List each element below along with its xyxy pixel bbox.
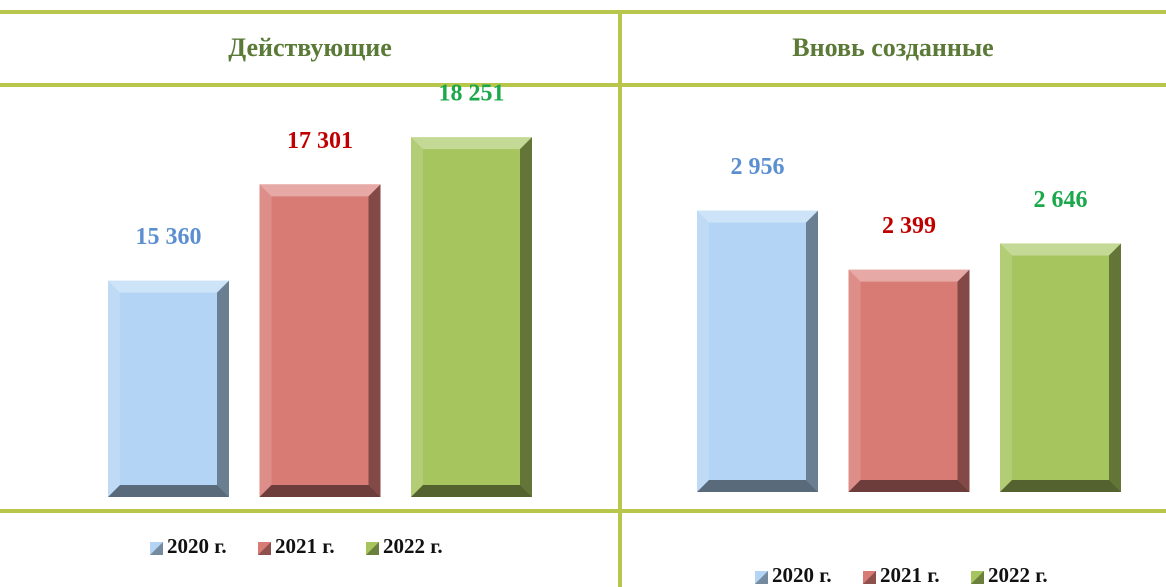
bar [108,280,229,497]
legend-swatch [366,542,379,555]
bar-bevel [1109,243,1121,492]
bar-bevel [957,269,970,492]
data-label: 2 646 [1034,187,1088,213]
data-label: 2 399 [882,213,936,239]
data-label: 2 956 [731,154,785,180]
legend-label: 2021 г. [880,563,940,587]
data-label: 17 301 [287,128,353,154]
bar-bevel [217,280,229,497]
legend-swatch-shade [258,542,271,555]
bar-bevel [1000,243,1012,492]
data-label: 18 251 [439,81,505,107]
bar-bevel [108,280,229,293]
chart-title: Вновь созданные [792,33,993,62]
legend-label: 2022 г. [383,534,443,558]
bar-bevel [108,280,120,497]
bar-bevel [697,480,818,492]
legend-swatch [258,542,271,555]
legend-swatch-shade [150,542,163,555]
legend-swatch-shade [971,571,984,584]
bar-bevel [368,184,381,498]
bar-bevel [411,137,532,150]
data-label: 15 360 [136,224,202,250]
bar [697,210,818,492]
legend-swatch [863,571,876,584]
legend-swatch-shade [755,571,768,584]
legend-label: 2020 г. [772,563,832,587]
bar-bevel [259,184,381,197]
bar-bevel [848,269,861,492]
bar-bevel [697,210,709,492]
bar [259,184,381,498]
legend-swatch-shade [863,571,876,584]
bar-bevel [411,137,423,497]
bar-bevel [697,210,818,223]
bar-bevel [259,184,272,498]
legend-swatch [971,571,984,584]
bar-bevel [520,137,532,497]
chart-title: Действующие [228,33,392,62]
bar-bevel [259,485,381,497]
legend-label: 2021 г. [275,534,335,558]
legend-swatch-shade [366,542,379,555]
bar-bevel [806,210,818,492]
bar-bevel [848,480,970,492]
legend-swatch [755,571,768,584]
bar [1000,243,1121,492]
bar-bevel [108,485,229,497]
bar-bevel [848,269,970,282]
bar-bevel [1000,480,1121,492]
bar [411,137,532,497]
legend-label: 2022 г. [988,563,1048,587]
legend-swatch [150,542,163,555]
legend-label: 2020 г. [167,534,227,558]
bar-bevel [411,485,532,497]
bar [848,269,970,492]
bar-bevel [1000,243,1121,256]
